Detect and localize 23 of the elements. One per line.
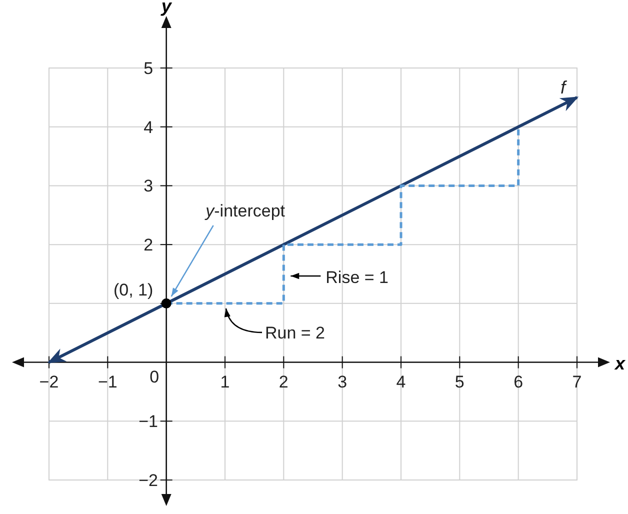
x-tick-label: 3: [338, 372, 348, 392]
annotation: (0, 1): [113, 280, 154, 300]
x-tick-label: 0: [150, 367, 160, 386]
annotation: Rise = 1: [326, 268, 389, 287]
x-tick-label: 2: [278, 372, 288, 392]
x-tick-label: 1: [220, 372, 230, 392]
x-tick-label: −2: [39, 372, 59, 392]
x-tick-label: 6: [514, 372, 524, 392]
y-tick-label: 3: [144, 176, 154, 196]
y-tick-label: −2: [138, 471, 158, 490]
x-tick-label: 5: [454, 372, 464, 392]
y-tick-label: 5: [144, 59, 154, 78]
annotation: Run = 2: [265, 323, 326, 342]
y-tick-label: 4: [144, 118, 154, 137]
x-axis-title: x: [614, 353, 626, 374]
annotation: y-intercept: [204, 201, 286, 220]
x-tick-label: −1: [98, 372, 118, 392]
y-axis-title: y: [160, 0, 172, 16]
series-label: f: [560, 77, 568, 98]
x-tick-label: 4: [396, 372, 406, 392]
y-tick-label: −1: [138, 412, 158, 432]
y-tick-label: 2: [144, 236, 154, 255]
x-tick-label: 7: [572, 372, 582, 392]
